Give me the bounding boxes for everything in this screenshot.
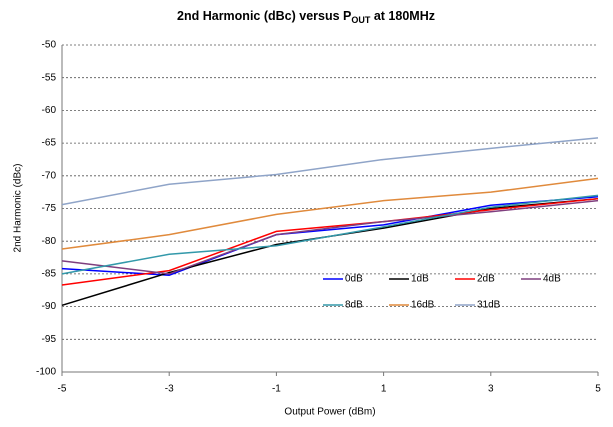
series-line [61,137,599,206]
y-tick-label: -65 [42,138,57,149]
y-tick-label: -60 [42,105,57,116]
legend-label: 1dB [411,274,429,285]
series-line [61,177,599,250]
series-line [61,197,599,307]
legend-label: 8dB [345,300,363,311]
x-tick-label: -3 [165,384,174,395]
y-tick-label: -85 [42,269,57,280]
series-line [61,197,599,286]
legend-label: 31dB [477,300,501,311]
y-tick-label: -70 [42,170,57,181]
x-tick-label: -1 [272,384,281,395]
series-line [61,194,599,275]
series-line [61,195,599,276]
title-part: at 180MHz [370,9,435,23]
legend-label: 0dB [345,274,363,285]
x-tick-label: -5 [58,384,67,395]
y-tick-label: -55 [42,72,57,83]
x-tick-label: 3 [488,384,494,395]
x-tick-label: 5 [595,384,601,395]
legend-label: 4dB [543,274,561,285]
x-axis-label: Output Power (dBm) [284,407,375,418]
y-axis-label: 2nd Harmonic (dBc) [13,164,24,253]
y-tick-label: -95 [42,334,57,345]
legend-label: 2dB [477,274,495,285]
y-tick-label: -50 [42,40,57,51]
x-tick-label: 1 [381,384,387,395]
title-subscript: OUT [351,15,371,25]
legend-label: 16dB [411,300,435,311]
y-tick-label: -90 [42,301,57,312]
title-part: 2nd Harmonic (dBc) versus P [177,9,351,23]
series-line [61,199,599,275]
chart-title: 2nd Harmonic (dBc) versus POUT at 180MHz [177,9,435,25]
y-tick-label: -75 [42,203,57,214]
y-tick-label: -100 [36,367,56,378]
y-tick-label: -80 [42,236,57,247]
